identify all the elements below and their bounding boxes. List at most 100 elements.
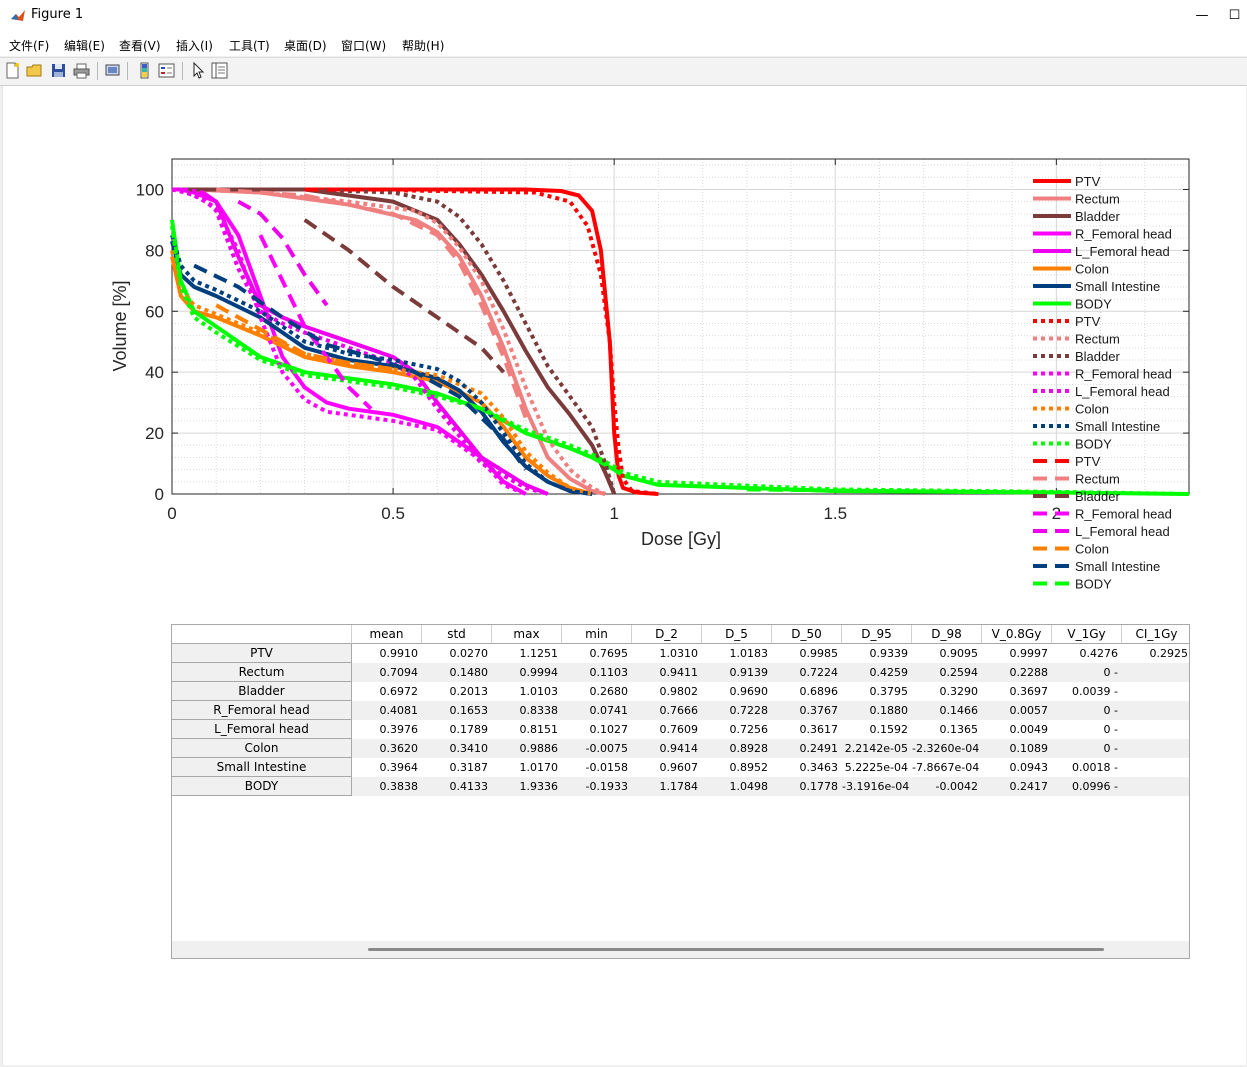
table-cell[interactable]: 0.1480: [449, 666, 489, 679]
table-cell[interactable]: 0.7666: [659, 704, 699, 717]
table-cell[interactable]: 1.0498: [729, 780, 769, 793]
table-cell[interactable]: 0.0996 -: [1072, 780, 1118, 793]
table-cell[interactable]: 1.0183: [729, 647, 769, 660]
table-cell[interactable]: -0.0042: [935, 780, 978, 793]
table-cell[interactable]: 0.8151: [519, 723, 559, 736]
table-cell[interactable]: 0.9985: [799, 647, 839, 660]
table-cell[interactable]: 0.9607: [659, 761, 699, 774]
table-cell[interactable]: 0.9994: [519, 666, 559, 679]
metrics-table[interactable]: mean std max min D_2 D_5 D_50 D_95 D_98 V_0.8Gy V_…: [171, 624, 1190, 959]
table-cell[interactable]: -2.3260e-04: [912, 742, 980, 755]
table-cell[interactable]: 0.1027: [589, 723, 629, 736]
table-cell[interactable]: 0.7094: [379, 666, 419, 679]
table-cell[interactable]: 0.4081: [379, 704, 419, 717]
table-cell[interactable]: 0.3187: [449, 761, 489, 774]
table-cell[interactable]: 0.0018 -: [1072, 761, 1118, 774]
table-cell[interactable]: [1122, 777, 1189, 796]
column-header[interactable]: V_0.8Gy: [982, 625, 1052, 644]
table-cell[interactable]: 0.0049: [1009, 723, 1049, 736]
table-cell[interactable]: 0.1653: [449, 704, 489, 717]
column-header[interactable]: D_5: [702, 625, 772, 644]
maximize-button[interactable]: ☐: [1228, 8, 1241, 23]
table-cell[interactable]: 0.9339: [869, 647, 909, 660]
table-cell[interactable]: 0.0039 -: [1072, 685, 1118, 698]
table-cell[interactable]: 0.3617: [799, 723, 839, 736]
table-cell[interactable]: 1.1784: [659, 780, 699, 793]
table-cell[interactable]: -3.1916e-04: [842, 780, 910, 793]
dvh-chart[interactable]: 00.511.52020406080100 PTVRectumBladderR_…: [0, 86, 1247, 606]
table-cell[interactable]: 0.1103: [589, 666, 629, 679]
row-header[interactable]: Colon: [172, 739, 352, 758]
column-header[interactable]: std: [422, 625, 492, 644]
table-cell[interactable]: 0.1789: [449, 723, 489, 736]
column-header[interactable]: D_50: [772, 625, 842, 644]
table-cell[interactable]: 0 -: [1103, 704, 1118, 717]
table-cell[interactable]: 0.4133: [449, 780, 489, 793]
column-header[interactable]: V_1Gy: [1052, 625, 1122, 644]
column-header[interactable]: min: [562, 625, 632, 644]
table-cell[interactable]: 0.3767: [799, 704, 839, 717]
insert-colorbar-icon[interactable]: [136, 62, 153, 79]
property-inspector-icon[interactable]: [211, 62, 228, 79]
insert-legend-icon[interactable]: [158, 62, 175, 79]
table-cell[interactable]: 0.4259: [869, 666, 909, 679]
save-icon[interactable]: [50, 62, 67, 79]
legend[interactable]: PTV Rectum Bladder R_Femoral head L_Femoral …: [1033, 174, 1172, 592]
table-cell[interactable]: 0.8338: [519, 704, 559, 717]
table-cell[interactable]: 0.1592: [869, 723, 909, 736]
table-cell[interactable]: [1122, 663, 1189, 682]
menu-tools[interactable]: 工具(T): [229, 39, 270, 53]
table-cell[interactable]: 0.7256: [729, 723, 769, 736]
print-preview-icon[interactable]: [104, 62, 121, 79]
new-figure-icon[interactable]: [4, 62, 21, 79]
table-cell[interactable]: 0.1466: [939, 704, 979, 717]
open-icon[interactable]: [26, 62, 43, 79]
table-cell[interactable]: -0.0158: [585, 761, 628, 774]
table-cell[interactable]: 0.9690: [729, 685, 769, 698]
row-header[interactable]: PTV: [172, 644, 352, 663]
table-cell[interactable]: 0.6972: [379, 685, 419, 698]
table-cell[interactable]: 0.1365: [939, 723, 979, 736]
table-cell[interactable]: 0.9802: [659, 685, 699, 698]
column-header[interactable]: max: [492, 625, 562, 644]
table-cell[interactable]: 0.7224: [799, 666, 839, 679]
table-cell[interactable]: 0.1880: [869, 704, 909, 717]
table-cell[interactable]: 0.9886: [519, 742, 559, 755]
column-header[interactable]: CI_1Gy: [1122, 625, 1189, 644]
row-header[interactable]: Rectum: [172, 663, 352, 682]
table-cell[interactable]: [1122, 739, 1189, 758]
table-cell[interactable]: 0.3838: [379, 780, 419, 793]
column-header[interactable]: mean: [352, 625, 422, 644]
table-cell[interactable]: 0.9411: [659, 666, 699, 679]
row-header[interactable]: Small Intestine: [172, 758, 352, 777]
table-cell[interactable]: 0.2925: [1149, 647, 1189, 660]
minimize-button[interactable]: —: [1195, 8, 1209, 23]
table-cell[interactable]: [1122, 758, 1189, 777]
column-header[interactable]: D_95: [842, 625, 912, 644]
table-cell[interactable]: 0.3463: [799, 761, 839, 774]
table-cell[interactable]: 0.8952: [729, 761, 769, 774]
table-cell[interactable]: 0.1089: [1009, 742, 1049, 755]
menu-file[interactable]: 文件(F): [9, 39, 50, 53]
menu-view[interactable]: 查看(V): [119, 39, 161, 53]
table-cell[interactable]: 0.3290: [939, 685, 979, 698]
table-cell[interactable]: [1122, 682, 1189, 701]
table-cell[interactable]: -0.1933: [585, 780, 628, 793]
table-cell[interactable]: 0.3697: [1009, 685, 1049, 698]
table-cell[interactable]: 0.9414: [659, 742, 699, 755]
table-cell[interactable]: -7.8667e-04: [912, 761, 980, 774]
edit-plot-icon[interactable]: [190, 62, 207, 79]
table-cell[interactable]: 1.1251: [519, 647, 559, 660]
table-cell[interactable]: 0.3620: [379, 742, 419, 755]
menu-insert[interactable]: 插入(I): [176, 39, 213, 53]
table-cell[interactable]: 0.2288: [1009, 666, 1049, 679]
table-cell[interactable]: 1.9336: [519, 780, 559, 793]
table-cell[interactable]: 0.0943: [1009, 761, 1049, 774]
row-header[interactable]: R_Femoral head: [172, 701, 352, 720]
menu-desktop[interactable]: 桌面(D): [284, 39, 327, 53]
table-cell[interactable]: 0.3795: [869, 685, 909, 698]
table-cell[interactable]: 0.6896: [799, 685, 839, 698]
menu-window[interactable]: 窗口(W): [341, 39, 387, 53]
menu-edit[interactable]: 编辑(E): [64, 39, 105, 53]
table-cell[interactable]: 2.2142e-05: [844, 742, 908, 755]
